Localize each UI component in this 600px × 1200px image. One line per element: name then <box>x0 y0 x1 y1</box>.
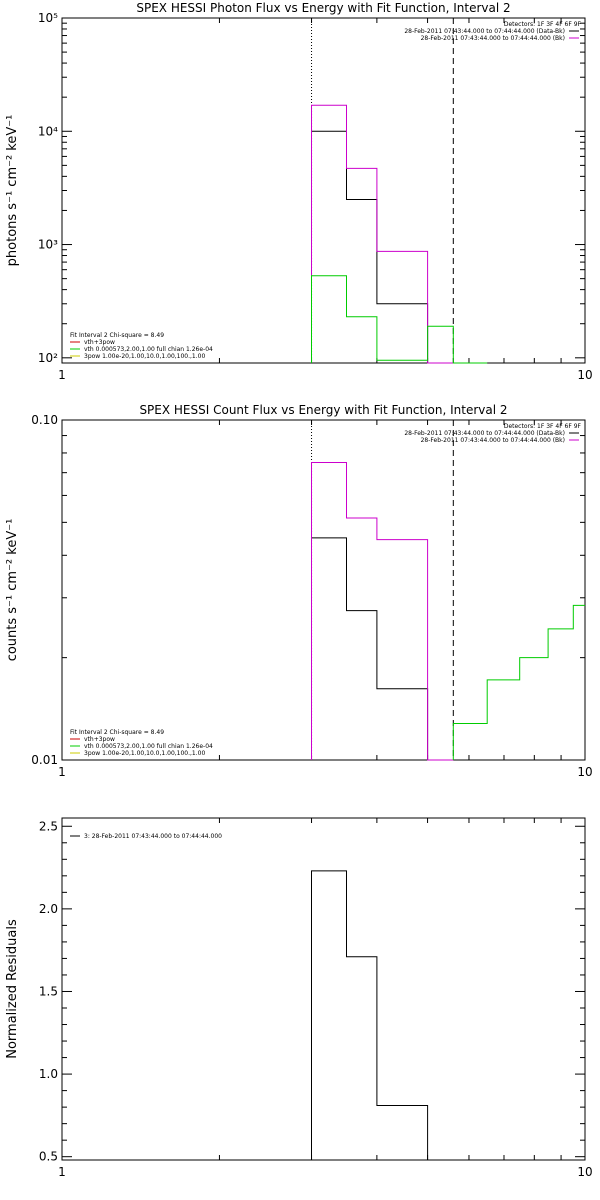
plot-frame <box>61 817 586 1161</box>
legend-text: Detectors: 1F 3F 4F 6F 9F <box>504 423 582 430</box>
x-tick-label: 10 <box>577 1165 592 1179</box>
legend-text: 3pow 1.00e-20,1.00,10.0,1.00,100.,1.00 <box>84 750 205 757</box>
legend-text: vth 0.000573,2.00,1.00 full chian 1.26e-… <box>84 346 213 353</box>
legend-text: Fit Interval 2 Chi-square = 8.49 <box>70 332 164 339</box>
series-3-step-line <box>452 604 585 760</box>
chart-title: SPEX HESSI Count Flux vs Energy with Fit… <box>139 403 507 417</box>
chart-panel-2: SPEX HESSI Count Flux vs Energy with Fit… <box>5 403 593 779</box>
legend-text: 3: 28-Feb-2011 07:43:44.000 to 07:44:44.… <box>84 833 222 840</box>
chart-title: SPEX HESSI Photon Flux vs Energy with Fi… <box>136 1 510 15</box>
legend-text: vth 0.000573,2.00,1.00 full chian 1.26e-… <box>84 743 213 750</box>
y-tick-label: 2.5 <box>39 819 58 833</box>
x-tick-label: 1 <box>58 1165 66 1179</box>
x-tick-label: 10 <box>577 765 592 779</box>
series-1-step-line <box>311 130 454 364</box>
chart-panel-1: SPEX HESSI Photon Flux vs Energy with Fi… <box>5 1 593 382</box>
legend-text: 28-Feb-2011 07:43:44.000 to 07:44:44.000… <box>404 430 565 437</box>
legend-text: vth+3pow <box>84 339 115 346</box>
legend-text: Fit Interval 2 Chi-square = 8.49 <box>70 729 164 736</box>
x-tick-label: 1 <box>58 765 66 779</box>
legend-text: 28-Feb-2011 07:43:44.000 to 07:44:44.000… <box>421 35 565 42</box>
y-tick-label: 0.01 <box>31 753 58 767</box>
y-tick-label: 0.5 <box>39 1150 58 1164</box>
y-tick-label: 10² <box>38 351 58 365</box>
series-1-step-line <box>311 537 454 761</box>
y-axis-label: photons s⁻¹ cm⁻² keV⁻¹ <box>5 115 20 267</box>
y-tick-label: 10⁴ <box>38 124 58 138</box>
plot-frame <box>61 17 586 364</box>
y-tick-label: 1.5 <box>39 984 58 998</box>
legend-text: Detectors: 1F 3F 4F 6F 9F <box>504 21 582 28</box>
series-3-step-line <box>311 275 488 364</box>
y-tick-label: 10³ <box>38 238 58 252</box>
y-tick-label: 10⁵ <box>38 11 58 25</box>
y-tick-label: 1.0 <box>39 1067 58 1081</box>
series-2-step-line <box>311 462 454 761</box>
y-tick-label: 0.10 <box>31 413 58 427</box>
series-2-step-line <box>311 104 454 364</box>
legend-text: vth+3pow <box>84 736 115 743</box>
y-axis-label: counts s⁻¹ cm⁻² keV⁻¹ <box>5 519 20 662</box>
x-tick-label: 10 <box>577 368 592 382</box>
y-axis-label: Normalized Residuals <box>5 919 20 1059</box>
legend-text: 28-Feb-2011 07:43:44.000 to 07:44:44.000… <box>404 28 565 35</box>
x-tick-label: 1 <box>58 368 66 382</box>
chart-panel-3: 1 10 0.5 1.0 1.5 2.0 2.5 Normalized Residuals 3:… <box>5 817 593 1179</box>
legend-text: 28-Feb-2011 07:43:44.000 to 07:44:44.000… <box>421 437 565 444</box>
plot-frame <box>61 419 586 761</box>
y-tick-label: 2.0 <box>39 902 58 916</box>
legend-text: 3pow 1.00e-20,1.00,10.0,1.00,100.,1.00 <box>84 353 205 360</box>
series-1-step-line <box>311 870 454 1161</box>
